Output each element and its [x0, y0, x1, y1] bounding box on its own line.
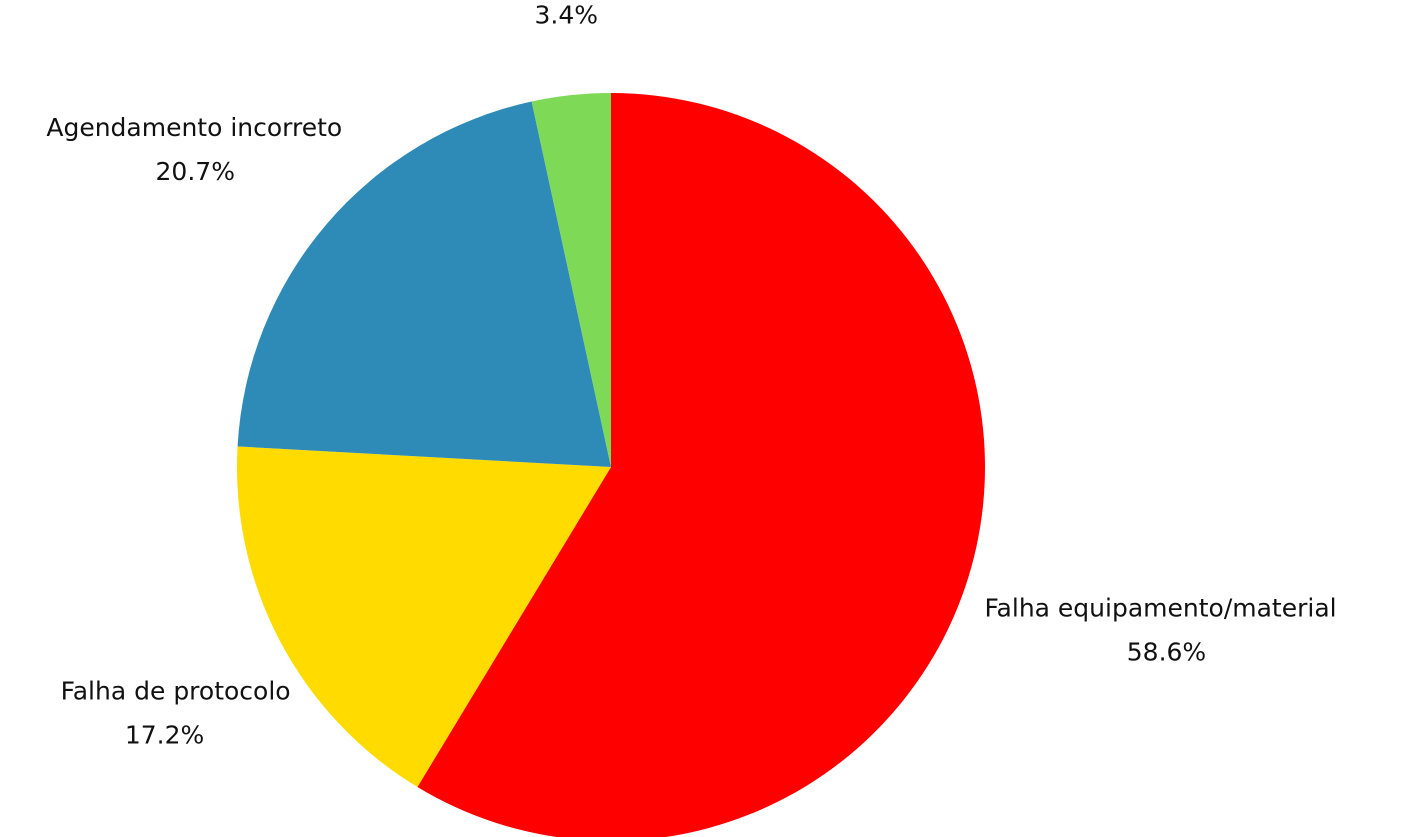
slice-value-label: 17.2% [125, 721, 204, 750]
slice-label: Falha de protocolo [61, 677, 291, 706]
pie-slice [417, 93, 985, 837]
slice-value-label: 58.6% [1127, 638, 1206, 667]
slice-label: Agendamento incorreto [46, 113, 342, 142]
slice-value-label: 3.4% [535, 1, 599, 30]
pie-slice [236, 446, 611, 788]
slice-label: Falha equipamento/material [984, 594, 1336, 623]
pie-slice [237, 101, 611, 468]
pie-slice [531, 93, 611, 467]
slice-value-label: 20.7% [156, 157, 235, 186]
